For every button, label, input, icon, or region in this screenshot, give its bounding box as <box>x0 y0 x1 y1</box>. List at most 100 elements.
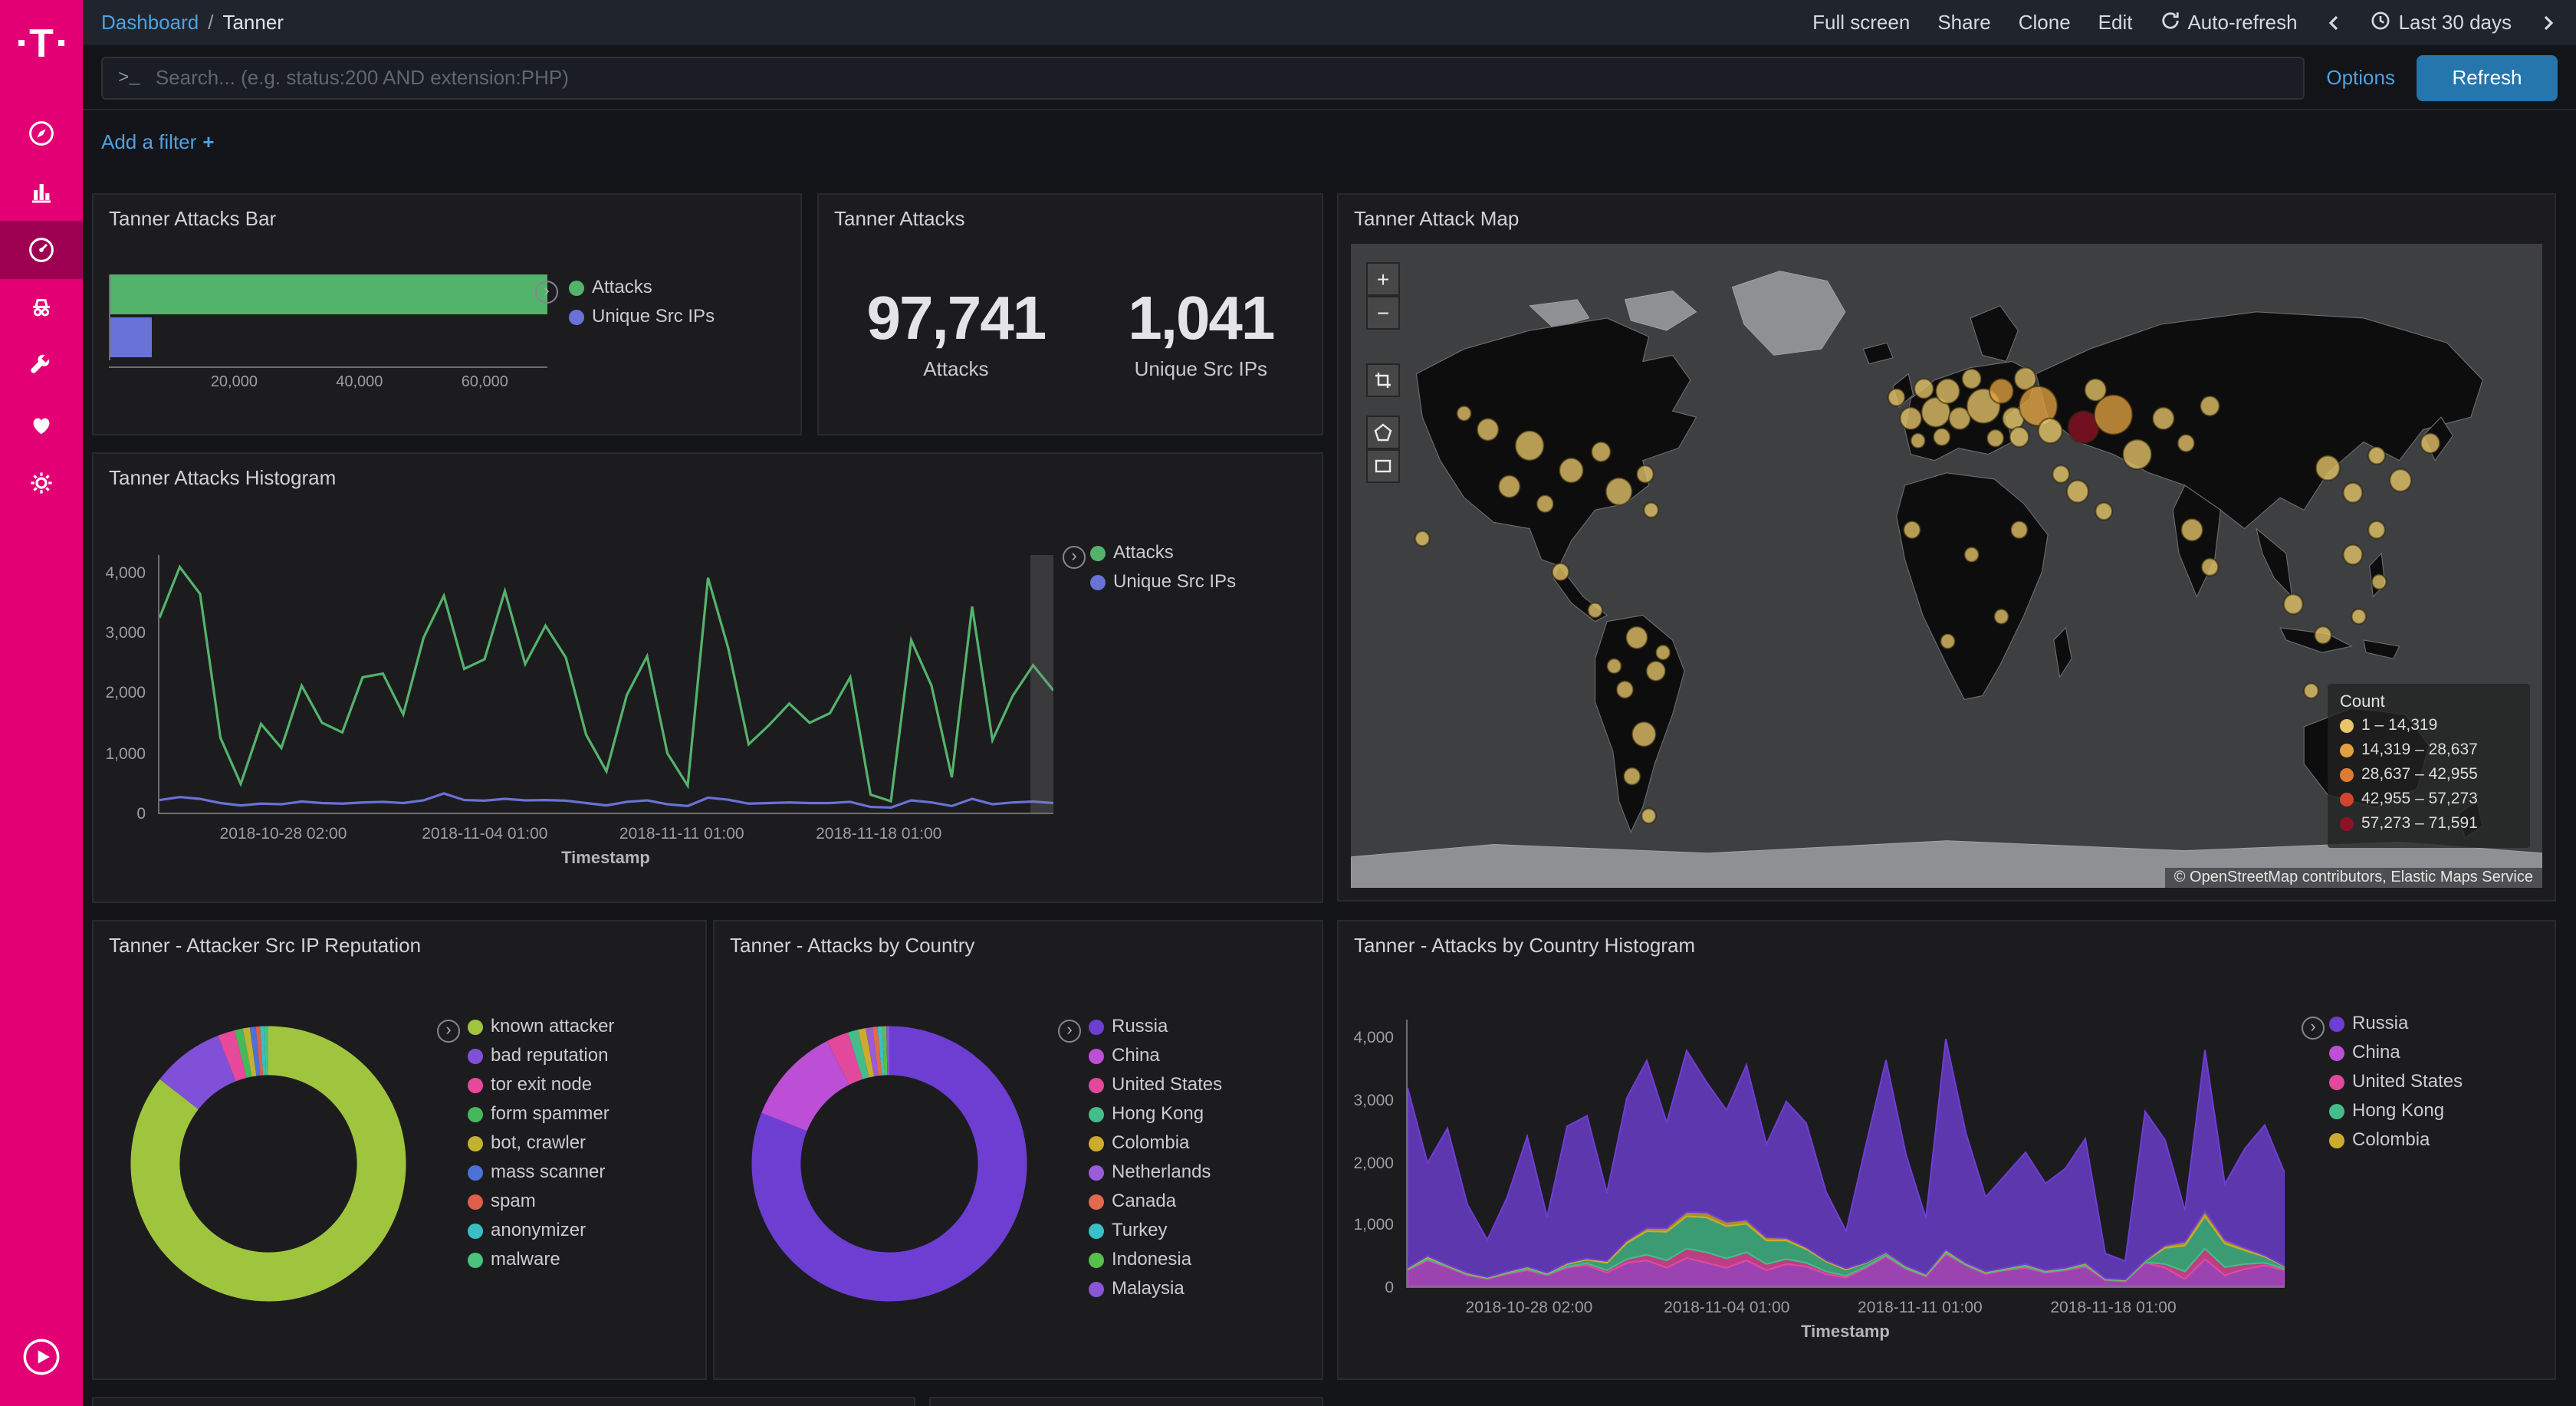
legend-item-china[interactable]: China <box>2329 1042 2463 1063</box>
attack-marker[interactable] <box>2351 608 2367 626</box>
legend-item-netherlands[interactable]: Netherlands <box>1089 1161 1222 1182</box>
attack-marker[interactable] <box>2052 464 2071 484</box>
time-next-button[interactable] <box>2539 13 2558 31</box>
attack-marker[interactable] <box>2315 455 2341 481</box>
attack-marker[interactable] <box>2095 501 2114 521</box>
legend-item-unique-src-ips[interactable]: Unique Src IPs <box>569 306 715 327</box>
attack-marker[interactable] <box>2084 377 2108 402</box>
attack-marker[interactable] <box>2177 433 2196 453</box>
attack-marker[interactable] <box>2018 385 2058 427</box>
attack-marker[interactable] <box>1643 501 1660 519</box>
attack-marker[interactable] <box>1414 530 1431 547</box>
telekom-logo[interactable]: T <box>18 0 64 86</box>
sidebar-item-monitoring[interactable] <box>0 396 83 454</box>
attack-marker[interactable] <box>1961 367 1983 390</box>
attack-marker[interactable] <box>1641 807 1657 825</box>
attack-marker[interactable] <box>1654 644 1671 661</box>
clone-button[interactable]: Clone <box>2018 11 2071 34</box>
attack-marker[interactable] <box>1988 377 2015 405</box>
share-button[interactable]: Share <box>1937 11 1991 34</box>
plot-area[interactable] <box>158 555 1053 814</box>
full-screen-button[interactable]: Full screen <box>1812 11 1911 34</box>
legend-item-anonymizer[interactable]: anonymizer <box>468 1220 614 1240</box>
legend-item-china[interactable]: China <box>1089 1045 1222 1066</box>
legend-item-42-955-57-273[interactable]: 42,955 – 57,273 <box>2340 790 2518 810</box>
attack-marker[interactable] <box>2200 557 2220 577</box>
legend-toggle-icon[interactable]: › <box>2302 1017 2325 1040</box>
attack-marker[interactable] <box>1934 377 1961 405</box>
legend-item-canada[interactable]: Canada <box>1089 1191 1222 1211</box>
legend-item-turkey[interactable]: Turkey <box>1089 1220 1222 1240</box>
legend-item-attacks[interactable]: Attacks <box>1090 542 1236 563</box>
legend-toggle-icon[interactable]: › <box>1058 1020 1081 1043</box>
attack-marker[interactable] <box>2093 393 2134 435</box>
edit-button[interactable]: Edit <box>2098 11 2133 34</box>
legend-item-malware[interactable]: malware <box>468 1249 614 1270</box>
attack-marker[interactable] <box>2180 517 2204 542</box>
legend-item-russia[interactable]: Russia <box>2329 1013 2463 1033</box>
legend-item-hong-kong[interactable]: Hong Kong <box>2329 1100 2463 1121</box>
donut-slice-malware[interactable] <box>130 1026 406 1302</box>
legend-item-hong-kong[interactable]: Hong Kong <box>1089 1103 1222 1124</box>
donut-slice-malaysia[interactable] <box>751 1026 1027 1302</box>
attack-marker[interactable] <box>1605 657 1622 675</box>
legend-item-spam[interactable]: spam <box>468 1191 614 1211</box>
legend-toggle-icon[interactable]: › <box>535 281 558 304</box>
map-zoom-out-button[interactable]: − <box>1366 296 1400 330</box>
legend-toggle-icon[interactable]: › <box>437 1020 460 1043</box>
attack-marker[interactable] <box>2013 366 2037 391</box>
legend-item-colombia[interactable]: Colombia <box>1089 1132 1222 1153</box>
attack-marker[interactable] <box>1947 406 1972 431</box>
legend-item-united-states[interactable]: United States <box>2329 1071 2463 1092</box>
attack-marker[interactable] <box>2314 625 2333 645</box>
legend-item-bot-crawler[interactable]: bot, crawler <box>468 1132 614 1153</box>
series-line-attacks[interactable] <box>159 567 1053 802</box>
sidebar-item-honeypot[interactable] <box>0 279 83 337</box>
legend-item-russia[interactable]: Russia <box>1089 1016 1222 1036</box>
attack-marker[interactable] <box>1476 417 1500 442</box>
legend-item-bad-reputation[interactable]: bad reputation <box>468 1045 614 1066</box>
attack-marker[interactable] <box>1986 429 2005 448</box>
bar-unique-src-ips[interactable] <box>110 317 153 357</box>
legend-item-28-637-42-955[interactable]: 28,637 – 42,955 <box>2340 765 2518 785</box>
attack-marker[interactable] <box>1497 474 1521 499</box>
series-area-russia[interactable] <box>1408 1039 2285 1280</box>
attack-marker[interactable] <box>2282 593 2304 616</box>
attack-marker[interactable] <box>2151 406 2175 431</box>
attack-marker[interactable] <box>1910 432 1927 449</box>
attack-marker[interactable] <box>2420 432 2441 455</box>
attack-marker[interactable] <box>1625 625 1649 650</box>
attack-marker[interactable] <box>1963 546 1980 563</box>
map-attribution[interactable]: © OpenStreetMap contributors, Elastic Ma… <box>2164 868 2542 888</box>
bar-attacks[interactable] <box>110 274 547 314</box>
time-prev-button[interactable] <box>2325 13 2344 31</box>
sidebar-item-discover[interactable] <box>0 104 83 163</box>
legend-item-united-states[interactable]: United States <box>1089 1074 1222 1095</box>
sidebar-item-management[interactable] <box>0 454 83 512</box>
legend-item-colombia[interactable]: Colombia <box>2329 1129 2463 1150</box>
legend-item-attacks[interactable]: Attacks <box>569 277 715 297</box>
attack-marker[interactable] <box>2009 520 2029 540</box>
attack-marker[interactable] <box>2388 468 2413 493</box>
time-range-picker[interactable]: Last 30 days <box>2371 10 2512 34</box>
legend-item-57-273-71-591[interactable]: 57,273 – 71,591 <box>2340 814 2518 834</box>
attack-marker[interactable] <box>2121 439 2153 471</box>
legend-item-malaysia[interactable]: Malaysia <box>1089 1278 1222 1299</box>
attack-marker[interactable] <box>1551 562 1570 582</box>
series-line-unique-src-ips[interactable] <box>159 793 1053 807</box>
attack-marker[interactable] <box>1913 377 1935 400</box>
attack-marker[interactable] <box>1590 441 1612 463</box>
refresh-button[interactable]: Refresh <box>2417 54 2558 100</box>
attack-marker[interactable] <box>1631 721 1657 748</box>
attack-marker[interactable] <box>1902 520 1921 540</box>
legend-item-indonesia[interactable]: Indonesia <box>1089 1249 1222 1270</box>
attack-marker[interactable] <box>2037 417 2063 445</box>
attack-marker[interactable] <box>1940 632 1957 650</box>
attack-marker[interactable] <box>2065 479 2090 504</box>
attack-marker[interactable] <box>1887 387 1906 407</box>
attack-marker[interactable] <box>2367 520 2387 540</box>
attack-marker[interactable] <box>1456 405 1473 422</box>
attack-marker[interactable] <box>1899 406 1923 431</box>
legend-item-1-14-319[interactable]: 1 – 14,319 <box>2340 716 2518 736</box>
search-input[interactable] <box>152 64 2288 90</box>
